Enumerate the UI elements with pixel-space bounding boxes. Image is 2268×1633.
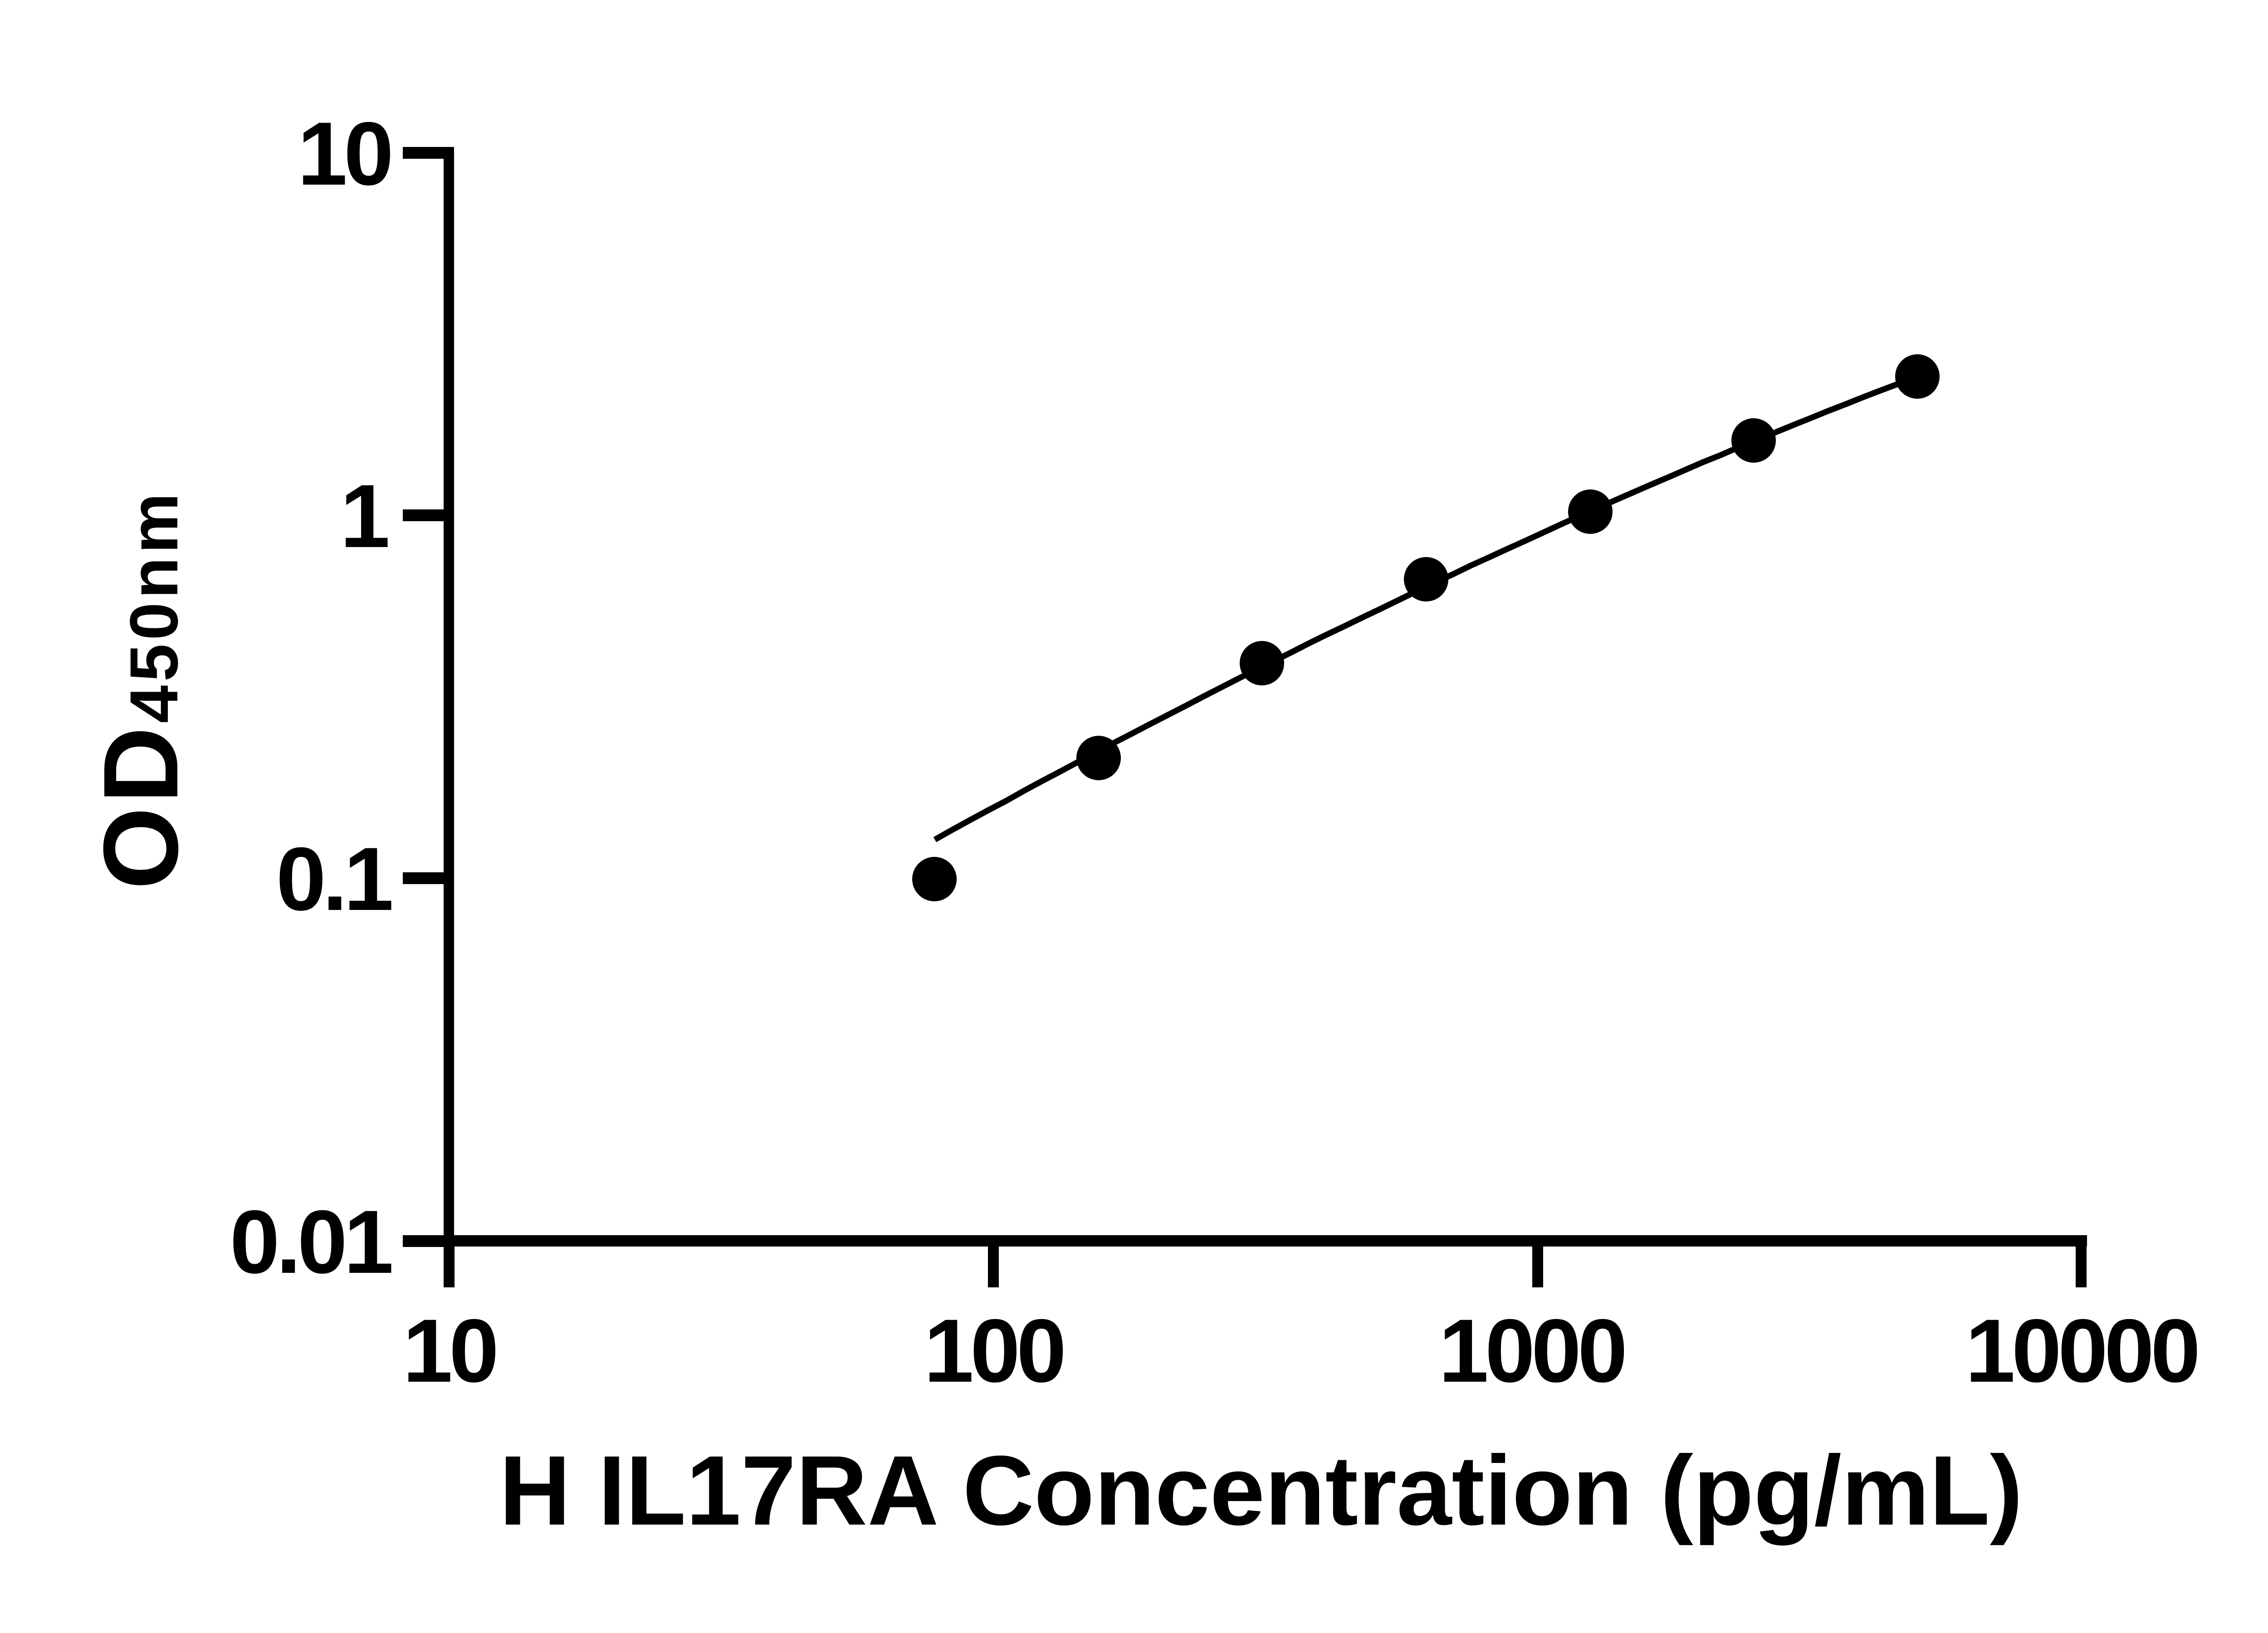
svg-text:10000: 10000 <box>1965 1301 2197 1401</box>
svg-text:H IL17RA Concentration (pg/mL): H IL17RA Concentration (pg/mL) <box>499 1436 2023 1546</box>
svg-text:0.1: 0.1 <box>276 829 391 929</box>
svg-text:1: 1 <box>340 466 390 566</box>
svg-text:10: 10 <box>403 1301 495 1401</box>
svg-text:1000: 1000 <box>1439 1301 1624 1401</box>
svg-text:0.01: 0.01 <box>230 1192 391 1292</box>
svg-text:10: 10 <box>298 103 390 204</box>
svg-text:OD450nm: OD450nm <box>81 489 200 890</box>
svg-text:100: 100 <box>924 1301 1063 1401</box>
